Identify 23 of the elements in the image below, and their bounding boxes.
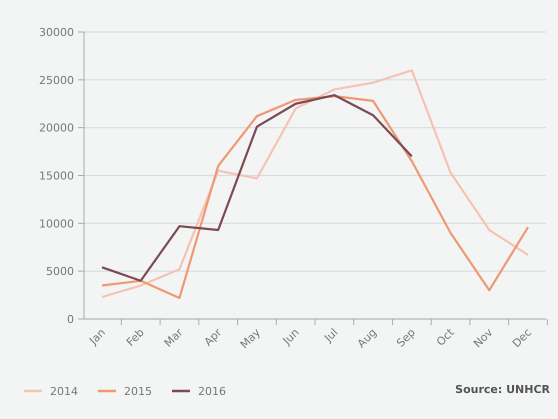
x-tick-label: Nov: [471, 326, 496, 350]
x-tick-label: Feb: [124, 326, 147, 349]
x-tick-label: Jan: [86, 326, 108, 348]
y-tick-label: 25000: [39, 74, 74, 87]
source-note: Source: UNHCR: [455, 383, 551, 396]
legend-label: 2015: [124, 385, 152, 398]
y-tick-label: 5000: [46, 265, 74, 278]
y-tick-label: 10000: [39, 217, 74, 230]
y-tick-label: 0: [67, 313, 74, 326]
x-tick-label: Aug: [354, 326, 380, 350]
x-tick-label: Jun: [280, 326, 302, 348]
line-series: [100, 94, 413, 282]
y-tick-label: 15000: [39, 170, 74, 182]
y-tick-label: 30000: [39, 26, 74, 39]
x-tick-label: Mar: [162, 326, 186, 350]
x-tick-label: Apr: [202, 326, 225, 349]
x-tick-label: Jul: [321, 326, 340, 346]
x-tick-label: Oct: [434, 325, 458, 349]
x-tick-label: Dec: [510, 326, 534, 350]
legend-label: 2016: [198, 385, 226, 398]
x-tick-label: Sep: [394, 326, 418, 350]
legend-label: 2014: [50, 385, 78, 398]
y-tick-label: 20000: [39, 122, 74, 135]
